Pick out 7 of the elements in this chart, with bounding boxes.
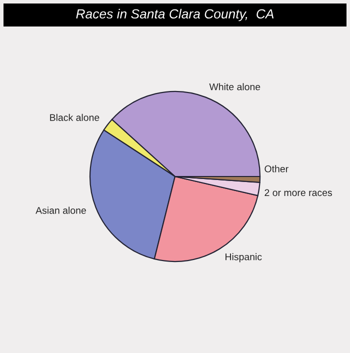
slice-label: Hispanic: [226, 253, 262, 262]
slice-label: White alone: [209, 83, 260, 90]
slice-label: 2 or more races: [264, 189, 332, 196]
slice-label: Other: [264, 165, 288, 172]
slice-label: Black alone: [50, 114, 100, 121]
slice-label: Asian alone: [36, 206, 86, 214]
chart-title: Races in Santa Clara County, CA: [76, 8, 274, 22]
